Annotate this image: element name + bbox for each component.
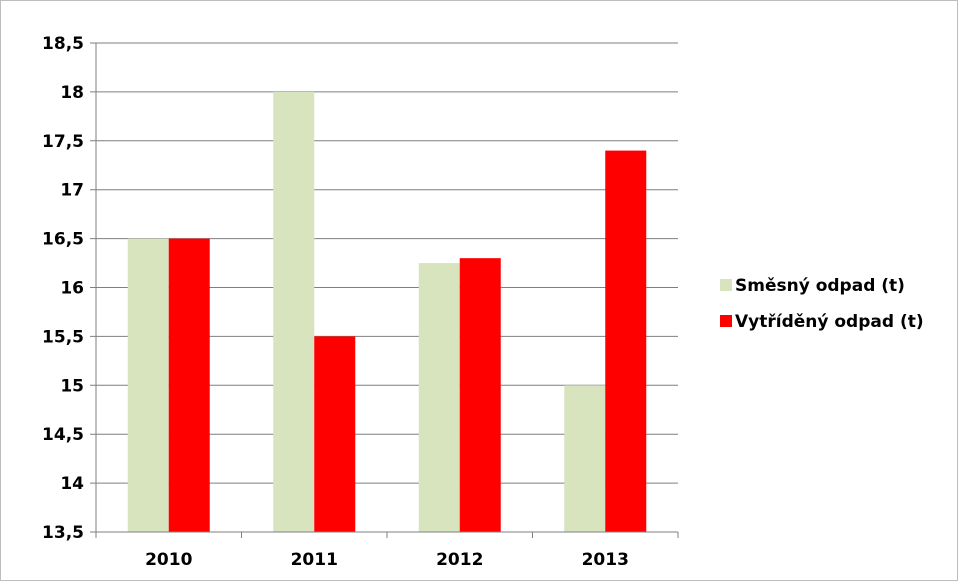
bar-2010-series-2 (168, 238, 210, 532)
bar-2012-series-2 (459, 258, 501, 532)
y-tick-label: 15,5 (42, 327, 84, 347)
x-tick-label-2011: 2011 (291, 550, 338, 570)
bar-2013-series-2 (605, 150, 647, 532)
y-tick-label: 16 (60, 279, 84, 299)
y-tick-label: 18,5 (42, 34, 84, 54)
bar-2010-series-1 (127, 238, 169, 532)
y-tick-label: 15 (60, 376, 84, 396)
y-tick-label: 17 (60, 181, 84, 201)
legend-label-1: Směsný odpad (t) (735, 276, 905, 296)
y-tick-label: 16,5 (42, 230, 84, 250)
y-tick-label: 13,5 (42, 523, 84, 543)
y-tick-labels: 13,5 14 14,5 15 15,5 16 16,5 17 17,5 18 18,5 (42, 34, 84, 543)
y-tick-label: 14,5 (42, 425, 84, 445)
y-tick-label: 14 (60, 474, 84, 494)
legend: Směsný odpad (t) Vytříděný odpad (t) (720, 276, 924, 332)
bar-2011-series-1 (273, 91, 315, 533)
x-tick-label-2012: 2012 (436, 550, 483, 570)
bar-2013-series-1 (564, 385, 606, 532)
y-tick-label: 18 (60, 83, 84, 103)
legend-swatch-1 (720, 279, 732, 291)
x-tick-label-2010: 2010 (145, 550, 192, 570)
bar-2012-series-1 (418, 263, 460, 532)
legend-label-2: Vytříděný odpad (t) (735, 312, 924, 332)
axes (95, 43, 679, 538)
bar-2011-series-2 (314, 336, 356, 532)
y-tick-label: 17,5 (42, 132, 84, 152)
legend-swatch-2 (720, 315, 732, 327)
bars (127, 91, 647, 533)
x-tick-label-2013: 2013 (582, 550, 629, 570)
x-tick-labels: 2010 2011 2012 2013 (145, 550, 629, 570)
